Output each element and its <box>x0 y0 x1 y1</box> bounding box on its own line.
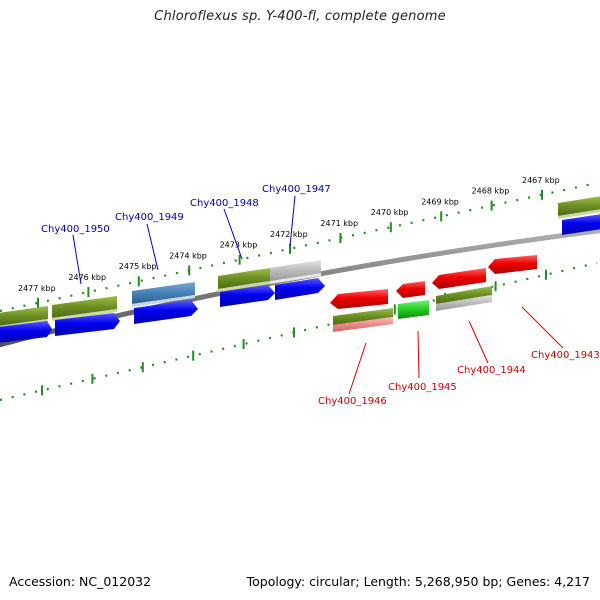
cds-arrow <box>220 285 275 307</box>
map-title: Chloroflexus sp. Y-400-fl, complete geno… <box>154 9 446 24</box>
cds-arrow <box>134 300 198 324</box>
cds-arrow <box>55 313 120 336</box>
gene-bar-pale <box>52 309 117 321</box>
callout-line <box>348 342 367 395</box>
accession-text: Accession: NC_012032 <box>9 574 152 589</box>
callout-line <box>468 320 489 364</box>
callout-line <box>289 195 296 247</box>
cds-arrow <box>275 278 325 300</box>
tick-label: 2469 kbp <box>421 197 459 206</box>
gene-bar-gray <box>436 295 492 311</box>
gene-label-reverse: Chy400_1943 <box>531 350 600 361</box>
tick-label: 2472 kbp <box>270 230 308 239</box>
callout-line <box>72 234 82 285</box>
cds-arrow <box>562 214 600 235</box>
gene-bar <box>0 306 48 326</box>
tick-label: 2477 kbp <box>18 284 56 293</box>
gene-bar <box>270 260 321 281</box>
genome-stats-text: Topology: circular; Length: 5,268,950 bp… <box>246 574 590 589</box>
gene-bar-pale <box>270 273 321 284</box>
tick-labels: 2477 kbp 2476 kbp 2475 kbp 2474 kbp 2473 kbp… <box>18 176 560 293</box>
major-ticks <box>37 189 547 396</box>
gene-label-forward: Chy400_1949 <box>115 212 184 223</box>
gene-label-reverse: Chy400_1944 <box>457 365 526 376</box>
gene-bar-pale <box>558 209 600 219</box>
tick-label: 2474 kbp <box>169 251 207 260</box>
callout-line <box>223 208 243 260</box>
tick-label: 2476 kbp <box>68 273 106 282</box>
gene-bar <box>52 296 117 318</box>
gene-bar <box>558 196 600 216</box>
tick-label: 2468 kbp <box>472 187 510 196</box>
tick-label: 2470 kbp <box>371 208 409 217</box>
tick-label: 2471 kbp <box>320 219 358 228</box>
gene-bar-pale <box>132 295 195 307</box>
gene-label-forward: Chy400_1947 <box>262 184 331 195</box>
gene-label-reverse: Chy400_1945 <box>388 382 457 393</box>
gene-label-forward: Chy400_1950 <box>41 224 110 235</box>
gene-bar <box>218 268 270 289</box>
cds-green <box>398 300 429 319</box>
gene-label-reverse: Chy400_1946 <box>318 396 387 407</box>
cds-arrow-reverse <box>432 268 486 289</box>
gene-labels: Chy400_1950 Chy400_1949 Chy400_1948 Chy4… <box>41 184 600 407</box>
callout-lines <box>72 195 564 395</box>
callout-line <box>417 330 420 379</box>
pseudo-bar <box>333 317 393 332</box>
cds-arrow-reverse <box>330 289 388 309</box>
tick-label: 2475 kbp <box>119 262 157 271</box>
tick-label: 2473 kbp <box>220 241 258 250</box>
gene-bar <box>333 308 393 325</box>
cds-arrow <box>0 321 52 343</box>
gene-bar <box>436 286 492 304</box>
cds-arrow-reverse <box>396 281 425 298</box>
gene-label-forward: Chy400_1948 <box>190 198 259 209</box>
callout-line <box>146 223 159 271</box>
tick-label: 2467 kbp <box>522 176 560 185</box>
gene-bar <box>132 282 195 304</box>
cds-arrow-reverse <box>488 255 537 274</box>
callout-line <box>521 306 564 349</box>
forward-features <box>0 196 600 343</box>
reverse-features <box>330 255 537 332</box>
gene-bar-pale <box>218 281 270 292</box>
